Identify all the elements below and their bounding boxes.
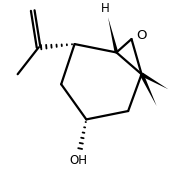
Polygon shape bbox=[108, 17, 118, 53]
Text: O: O bbox=[136, 29, 147, 42]
Text: H: H bbox=[101, 2, 110, 15]
Polygon shape bbox=[140, 73, 157, 106]
Text: OH: OH bbox=[70, 154, 88, 167]
Polygon shape bbox=[141, 72, 168, 89]
